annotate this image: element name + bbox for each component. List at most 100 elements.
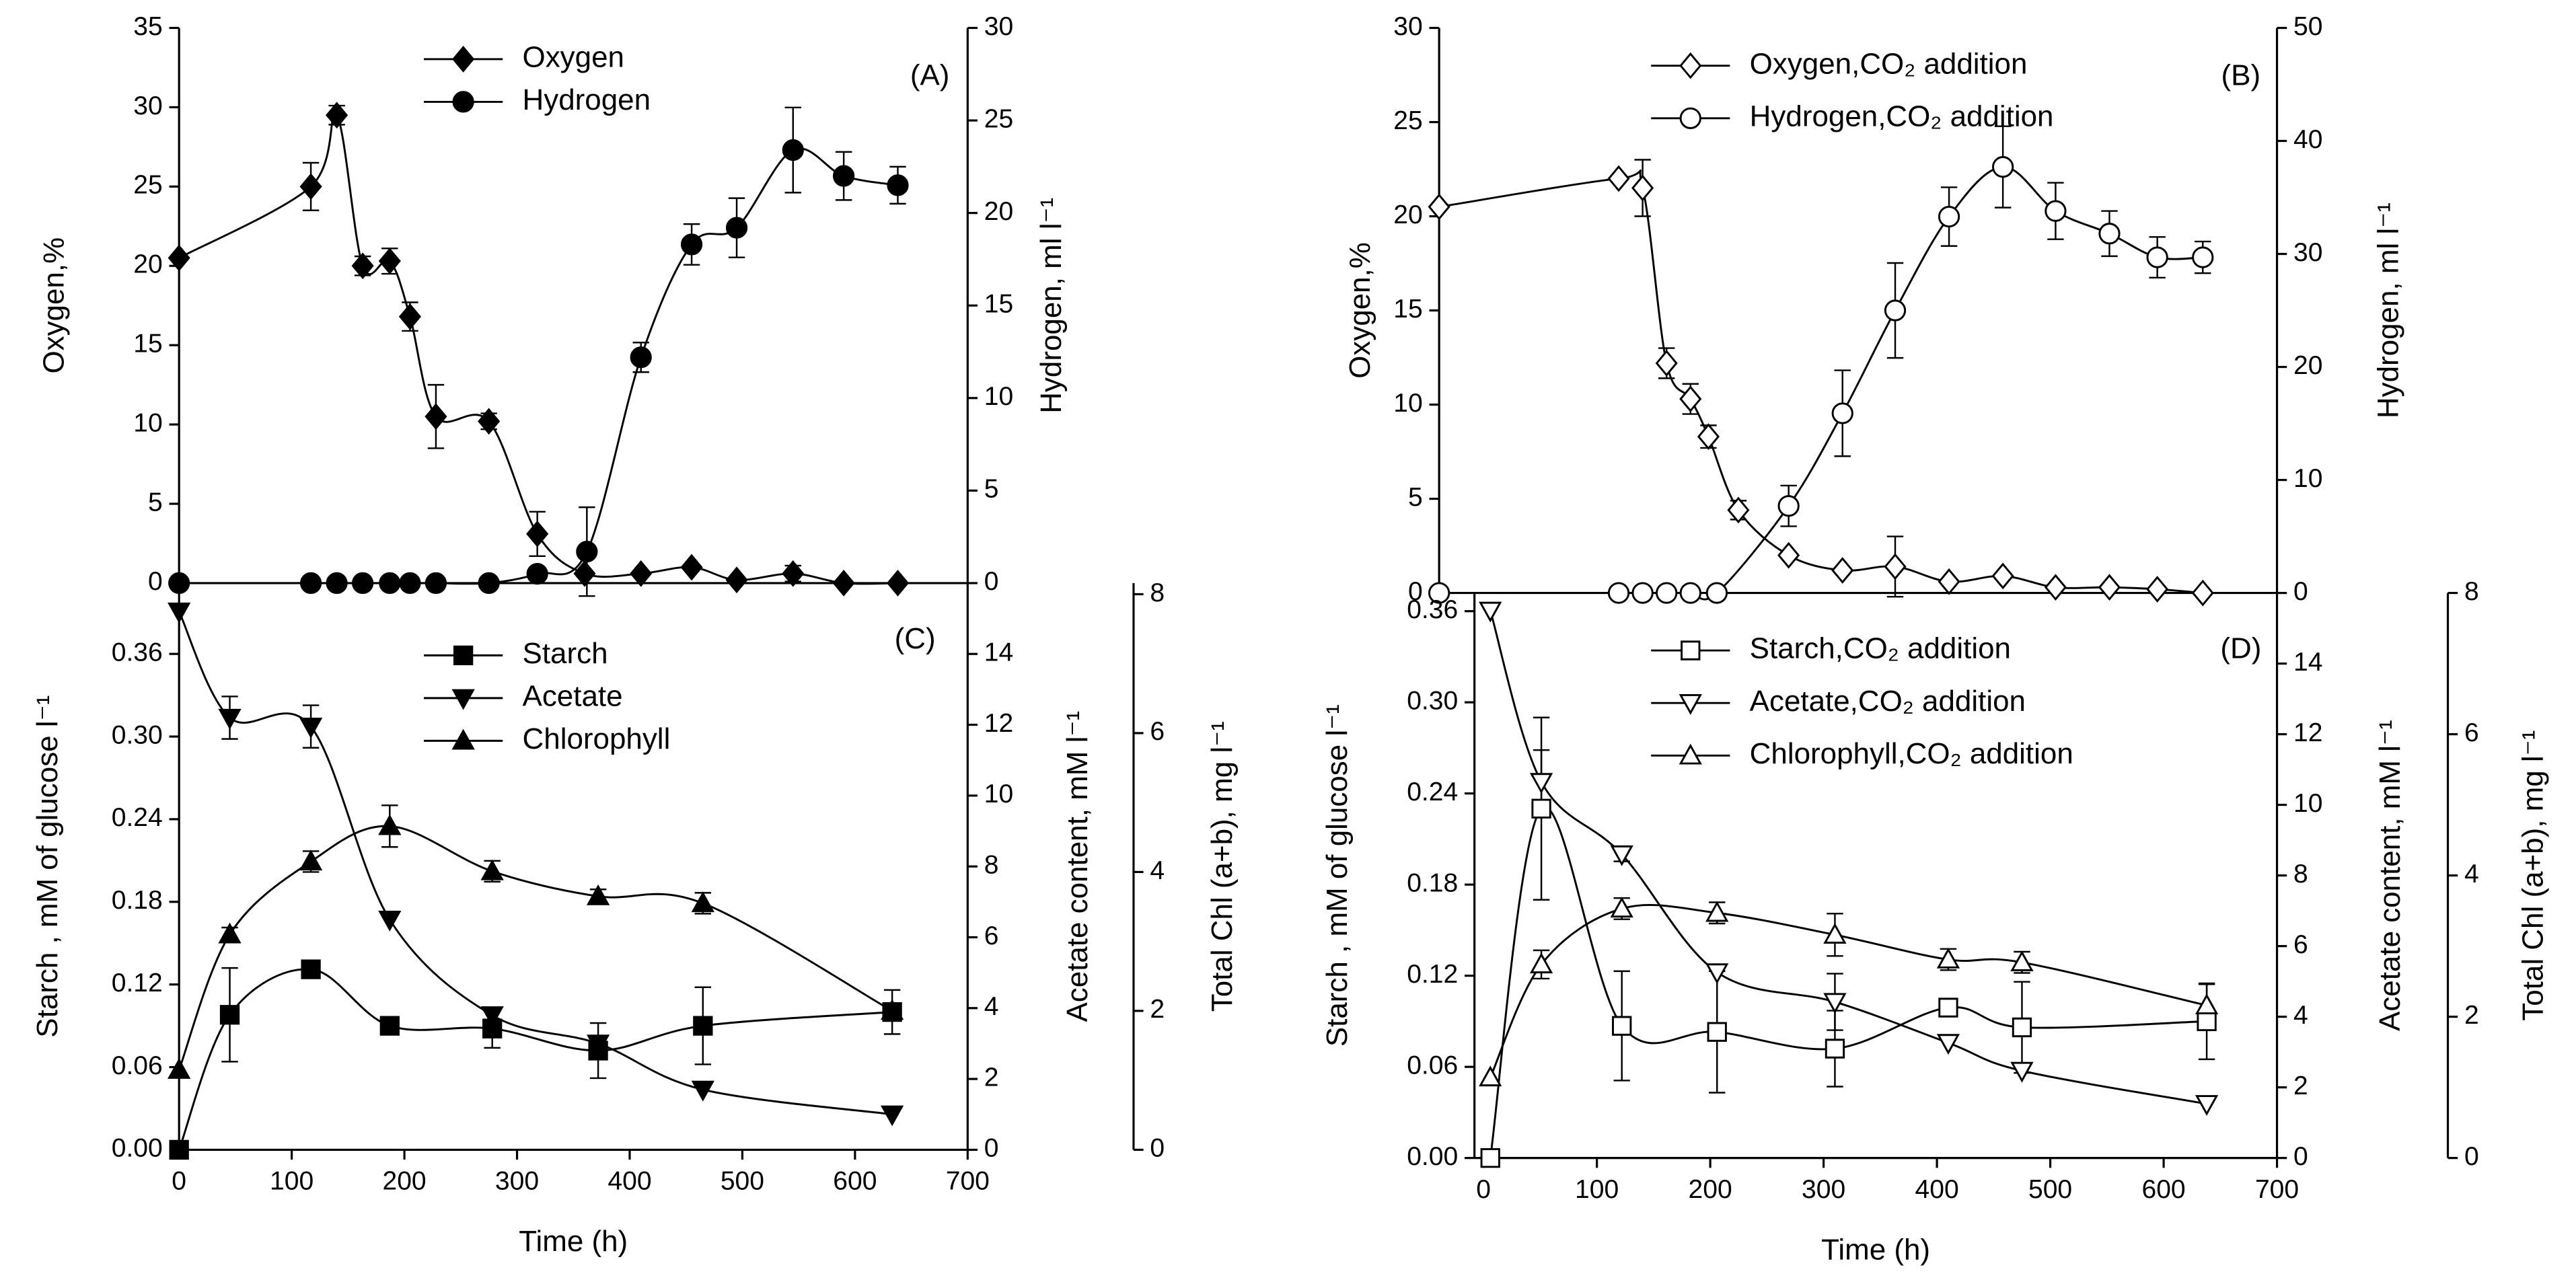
y-tick-label: 0.36 xyxy=(112,638,163,667)
marker xyxy=(693,1016,713,1036)
marker xyxy=(301,959,321,979)
x-tick-label: 0 xyxy=(172,1167,186,1196)
marker xyxy=(680,554,703,581)
marker xyxy=(1428,193,1450,221)
marker xyxy=(630,560,653,587)
marker xyxy=(1679,385,1702,413)
y-axis-label: Starch , mM of glucose l⁻¹ xyxy=(31,695,64,1038)
y2-tick-label: 6 xyxy=(2293,930,2308,959)
y3-tick-label: 0 xyxy=(1150,1134,1165,1163)
y2-tick-label: 50 xyxy=(2293,12,2322,41)
marker xyxy=(1610,897,1633,918)
marker xyxy=(1480,1147,1500,1168)
marker xyxy=(168,244,190,272)
y-tick-label: 5 xyxy=(1408,483,1423,512)
marker xyxy=(478,572,500,595)
y-tick-label: 0.18 xyxy=(112,886,163,915)
y2-tick-label: 10 xyxy=(984,382,1013,411)
y2-tick-label: 0 xyxy=(2293,577,2308,606)
marker xyxy=(1531,798,1551,819)
x-tick-label: 500 xyxy=(2028,1175,2072,1204)
y2-tick-label: 4 xyxy=(2293,1001,2308,1030)
legend-label: Oxygen xyxy=(523,41,624,74)
series-line xyxy=(178,112,898,585)
marker xyxy=(299,173,322,200)
y3-axis-label: Total Chl (a+b), mg l⁻¹ xyxy=(2517,730,2550,1021)
marker xyxy=(1656,582,1678,604)
marker xyxy=(2197,1011,2217,1032)
marker xyxy=(1607,582,1630,604)
marker xyxy=(378,814,402,835)
series-line xyxy=(1489,903,2207,1078)
marker xyxy=(2045,200,2067,222)
series-line xyxy=(179,147,898,585)
y3-axis-label: Total Chl (a+b), mg l⁻¹ xyxy=(1206,721,1239,1012)
marker xyxy=(1936,947,1960,969)
y2-tick-label: 8 xyxy=(984,850,999,879)
x-tick-label: 100 xyxy=(1575,1175,1619,1204)
legend-marker xyxy=(451,728,475,750)
marker xyxy=(2044,574,2067,601)
marker xyxy=(691,1080,714,1102)
marker xyxy=(526,520,549,548)
marker xyxy=(378,910,402,932)
marker xyxy=(782,560,805,587)
marker xyxy=(2098,223,2121,245)
x-tick-label: 600 xyxy=(833,1167,877,1196)
y-tick-label: 30 xyxy=(133,91,162,120)
marker xyxy=(833,165,855,187)
y2-tick-label: 5 xyxy=(984,475,999,504)
series-line xyxy=(178,825,893,1071)
marker xyxy=(2098,574,2121,601)
marker xyxy=(1823,923,1847,944)
y2-tick-label: 12 xyxy=(984,709,1013,738)
y2-tick-label: 10 xyxy=(2293,789,2322,818)
y2-tick-label: 4 xyxy=(984,992,999,1021)
marker xyxy=(1884,299,1907,322)
marker xyxy=(1831,402,1853,424)
y-axis-label: Oxygen,% xyxy=(38,237,71,374)
y2-tick-label: 12 xyxy=(2293,718,2322,747)
y3-tick-label: 8 xyxy=(1150,578,1165,607)
y-tick-label: 0.06 xyxy=(1407,1051,1458,1080)
marker xyxy=(219,1005,240,1025)
y2-tick-label: 30 xyxy=(2293,238,2322,267)
marker xyxy=(168,602,191,624)
marker xyxy=(886,570,910,597)
y-tick-label: 25 xyxy=(1393,106,1422,135)
y2-tick-label: 14 xyxy=(984,638,1013,667)
marker xyxy=(326,102,348,129)
legend-label: Chlorophyll,CO₂ addition xyxy=(1750,737,2073,770)
marker xyxy=(586,884,610,905)
marker xyxy=(2146,246,2168,268)
marker xyxy=(379,572,401,595)
marker xyxy=(218,922,242,944)
y2-tick-label: 25 xyxy=(984,104,1013,133)
marker xyxy=(2010,1061,2034,1083)
y-tick-label: 5 xyxy=(148,488,163,517)
marker xyxy=(1831,557,1854,584)
y-tick-label: 20 xyxy=(133,250,162,279)
marker xyxy=(586,1034,610,1056)
y2-tick-label: 15 xyxy=(984,290,1013,319)
series-line xyxy=(1439,165,2203,601)
marker xyxy=(425,572,447,595)
marker xyxy=(379,1016,400,1036)
y-tick-label: 0.24 xyxy=(1407,778,1458,806)
marker xyxy=(2195,1095,2219,1116)
marker xyxy=(218,708,242,730)
marker xyxy=(782,139,804,161)
marker xyxy=(1479,601,1502,623)
panel-label: (A) xyxy=(910,59,950,91)
y-axis-label: Oxygen,% xyxy=(1344,242,1376,379)
legend-marker xyxy=(1681,640,1701,661)
y2-axis-label: Hydrogen, ml l⁻¹ xyxy=(1035,198,1068,414)
marker xyxy=(1705,901,1729,922)
marker xyxy=(526,563,548,585)
y-tick-label: 10 xyxy=(1393,389,1422,418)
y-tick-label: 0.06 xyxy=(112,1051,163,1080)
marker xyxy=(691,891,714,913)
marker xyxy=(1679,582,1701,604)
marker xyxy=(1705,582,1728,604)
marker xyxy=(1727,496,1750,524)
